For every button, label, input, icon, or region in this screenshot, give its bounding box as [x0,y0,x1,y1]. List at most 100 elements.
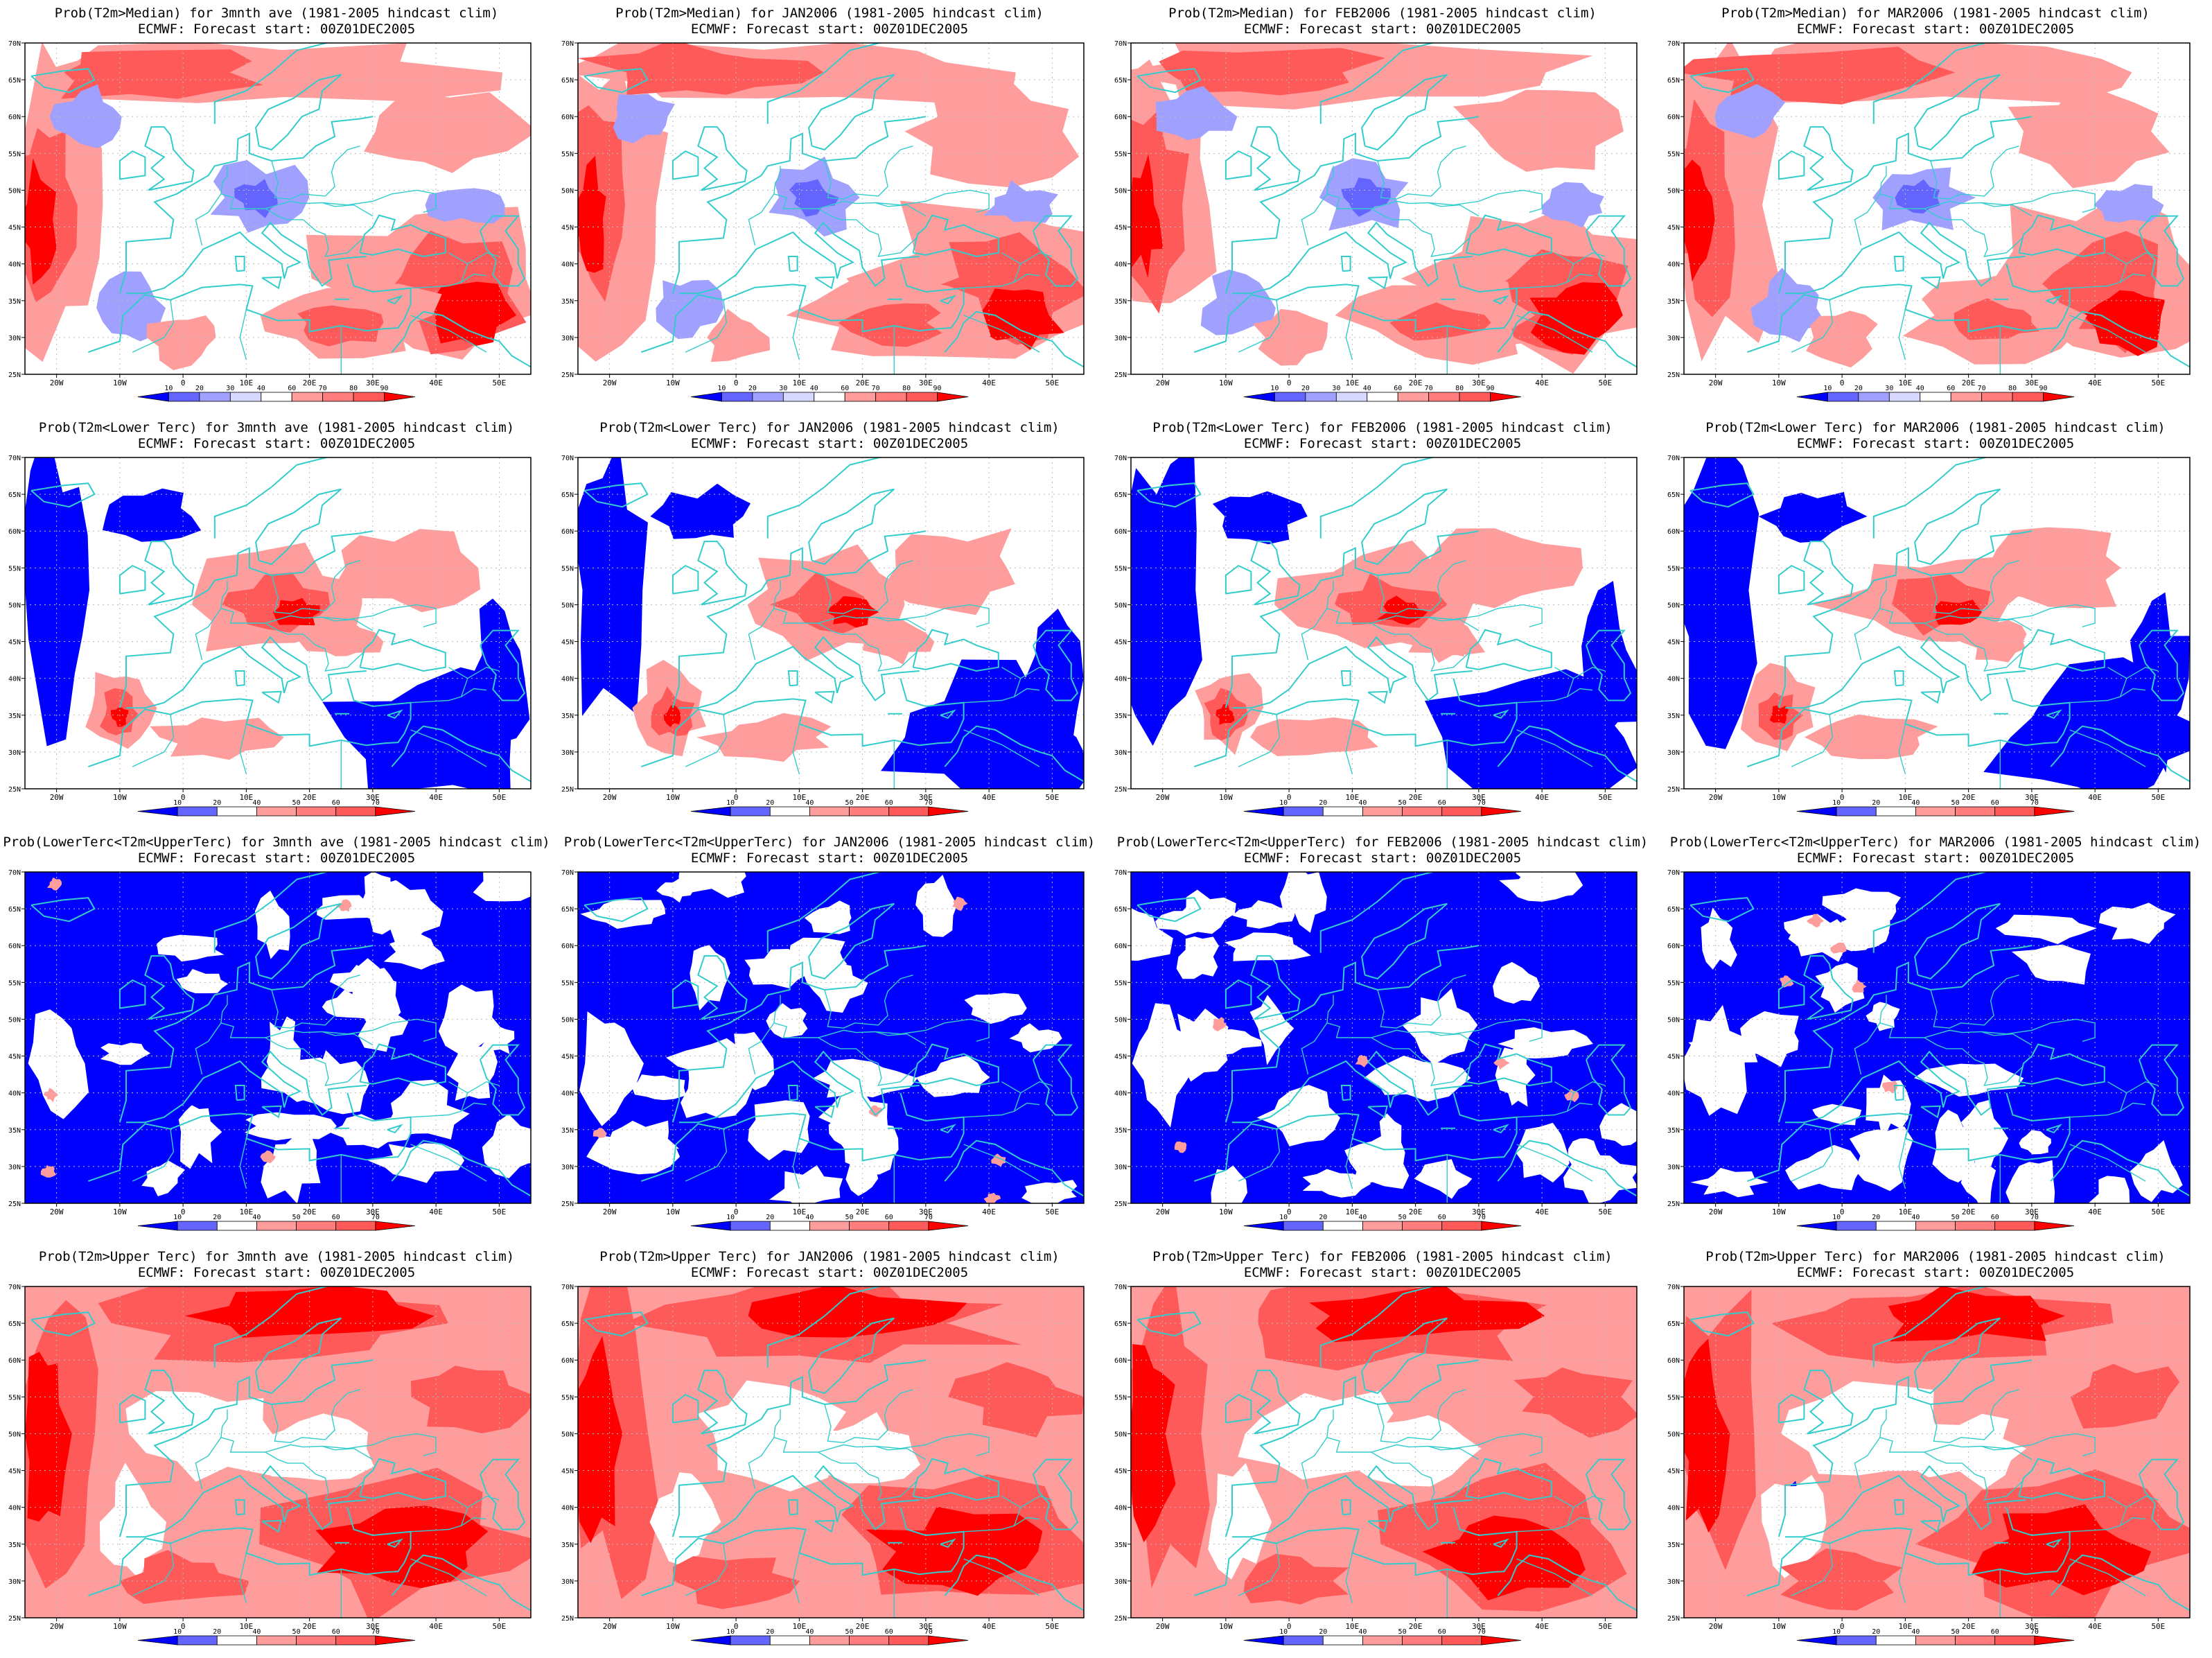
probability-contour [1882,1081,1898,1094]
colorbar-label: 20 [766,1214,774,1221]
coastline [679,1050,920,1124]
x-tick-label: 50E [492,1207,506,1216]
coastline [1193,263,1518,354]
colorbar-label: 20 [195,385,204,392]
probability-contour [2125,592,2190,773]
coastline [679,1465,920,1538]
country-border [1371,1451,1470,1501]
colorbar-segment [1459,392,1491,402]
probability-contour [1807,914,1824,928]
colorbar-label: 60 [1947,385,1955,392]
colorbar-segment [1367,392,1398,402]
x-tick-label: 10E [792,1622,806,1631]
colorbar-label: 60 [885,799,893,807]
probability-contour [1208,1463,1272,1580]
colorbar-label: 70 [371,1214,380,1221]
probability-contour [425,188,505,224]
coastline [119,564,146,595]
probability-contour [260,1150,276,1164]
x-tick-label: 10W [113,1622,127,1631]
coastline [1224,116,1480,294]
x-tick-label: 20E [856,1207,870,1216]
y-tick-label: 35N [8,1542,21,1549]
colorbar-segment [1243,392,1275,402]
y-tick-label: 65N [1667,1320,1680,1328]
map-frame [24,1286,532,1618]
colorbar-segment [1836,806,1877,817]
y-tick-label: 30N [1667,1578,1680,1586]
coastline [1785,1465,2026,1538]
y-tick-label: 70N [1114,40,1127,48]
country-border [773,580,781,609]
y-tick-label: 60N [1114,114,1127,121]
colorbar-segment [2012,392,2044,402]
y-tick-label: 40N [8,1090,21,1098]
coastline [213,1286,379,1368]
colorbar-label: 20 [1319,1628,1327,1636]
probability-contour [2089,1176,2130,1203]
country-border [1879,580,1887,609]
country-border [1516,252,1574,289]
colorbar-segment [937,392,969,402]
country-border [410,729,487,767]
coastline [126,636,367,709]
chart-panel: Prob(LowerTerc<T2m<UpperTerc) for MAR200… [1659,829,2212,1244]
country-border [1428,604,1543,627]
x-tick-label: 0 [181,1622,186,1631]
probability-contour [1785,1144,1861,1191]
country-border [875,189,990,213]
y-tick-label: 65N [8,906,21,914]
x-tick-label: 40E [429,378,443,387]
coastline [387,1124,403,1134]
map-plot: 70N 65N 60N 55N 50N 45N 40N 35N 30N 25N 20W 10W 0 10E… [1667,40,2191,402]
probability-contour [1364,1055,1471,1102]
probability-contour [40,1164,57,1178]
probability-contour [748,1286,967,1338]
probability-contour [881,528,1015,616]
y-tick-label: 65N [8,1320,21,1328]
colorbar-segment [1950,392,1983,402]
colorbar-segment [1836,1221,1877,1231]
colorbar-label: 60 [1991,1628,1999,1636]
y-tick-label: 30N [561,1578,574,1586]
probability-field [578,872,1084,1203]
colorbar-segment [906,392,938,402]
country-border [1020,1081,1053,1094]
coastline [1586,629,1632,701]
x-tick-label: 40E [982,793,996,802]
colorbar-label: 80 [902,385,911,392]
chart-panel: Prob(T2m<Lower Terc) for MAR2006 (1981-2… [1659,414,2212,829]
coastline [144,126,195,191]
country-border [963,315,1040,353]
x-tick-label: 50E [1598,793,1612,802]
chart-title: Prob(LowerTerc<T2m<UpperTerc) for 3mnth … [3,835,550,850]
colorbar-label: 50 [1398,799,1407,807]
country-border [461,1517,487,1526]
colorbar-segment [261,392,292,402]
coastline [30,897,96,923]
probability-contour [964,993,1027,1024]
coastline [2018,1458,2105,1501]
country-border [271,975,360,1029]
coastline [2050,1554,2190,1612]
coastline [1193,678,1518,768]
colorbar-label: 50 [845,799,854,807]
colorbar-label: 60 [1991,799,1999,807]
coastline [1778,150,1805,180]
coastline [359,214,446,258]
y-tick-label: 25N [8,786,21,794]
coastline [2050,311,2190,368]
y-tick-label: 50N [1667,1016,1680,1024]
x-tick-label: 40E [1535,378,1549,387]
coastline [583,1311,649,1337]
probability-contour [983,1192,1001,1203]
y-tick-label: 65N [8,77,21,85]
country-border [2120,688,2146,697]
colorbar-segment [1274,392,1306,402]
probability-contour [1995,914,2097,945]
colorbar-segment [1362,806,1403,817]
coastline [672,530,927,708]
colorbar-segment [690,1635,731,1646]
colorbar-label: 40 [805,799,814,807]
y-tick-label: 25N [1114,1201,1127,1208]
